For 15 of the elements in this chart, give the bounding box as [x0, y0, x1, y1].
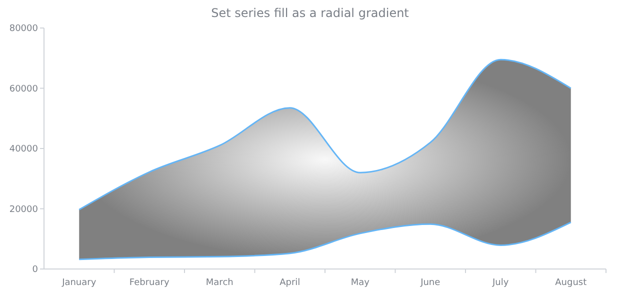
chart-title: Set series fill as a radial gradient — [211, 6, 410, 20]
line-series — [78, 222, 572, 260]
y-tick-label: 60000 — [9, 84, 38, 94]
y-tick-label: 20000 — [9, 204, 38, 215]
x-tick-label: February — [129, 278, 170, 288]
x-tick-label: April — [280, 278, 300, 288]
x-tick-label: March — [206, 278, 234, 288]
y-tick-label: 40000 — [9, 144, 38, 155]
x-tick-label: July — [492, 278, 510, 288]
x-tick-label: August — [555, 278, 588, 288]
x-tick-label: May — [350, 278, 370, 288]
x-tick-label: January — [61, 278, 97, 288]
y-tick-label: 80000 — [9, 24, 38, 34]
x-tick-label: June — [420, 278, 441, 288]
y-tick-label: 0 — [32, 265, 38, 276]
